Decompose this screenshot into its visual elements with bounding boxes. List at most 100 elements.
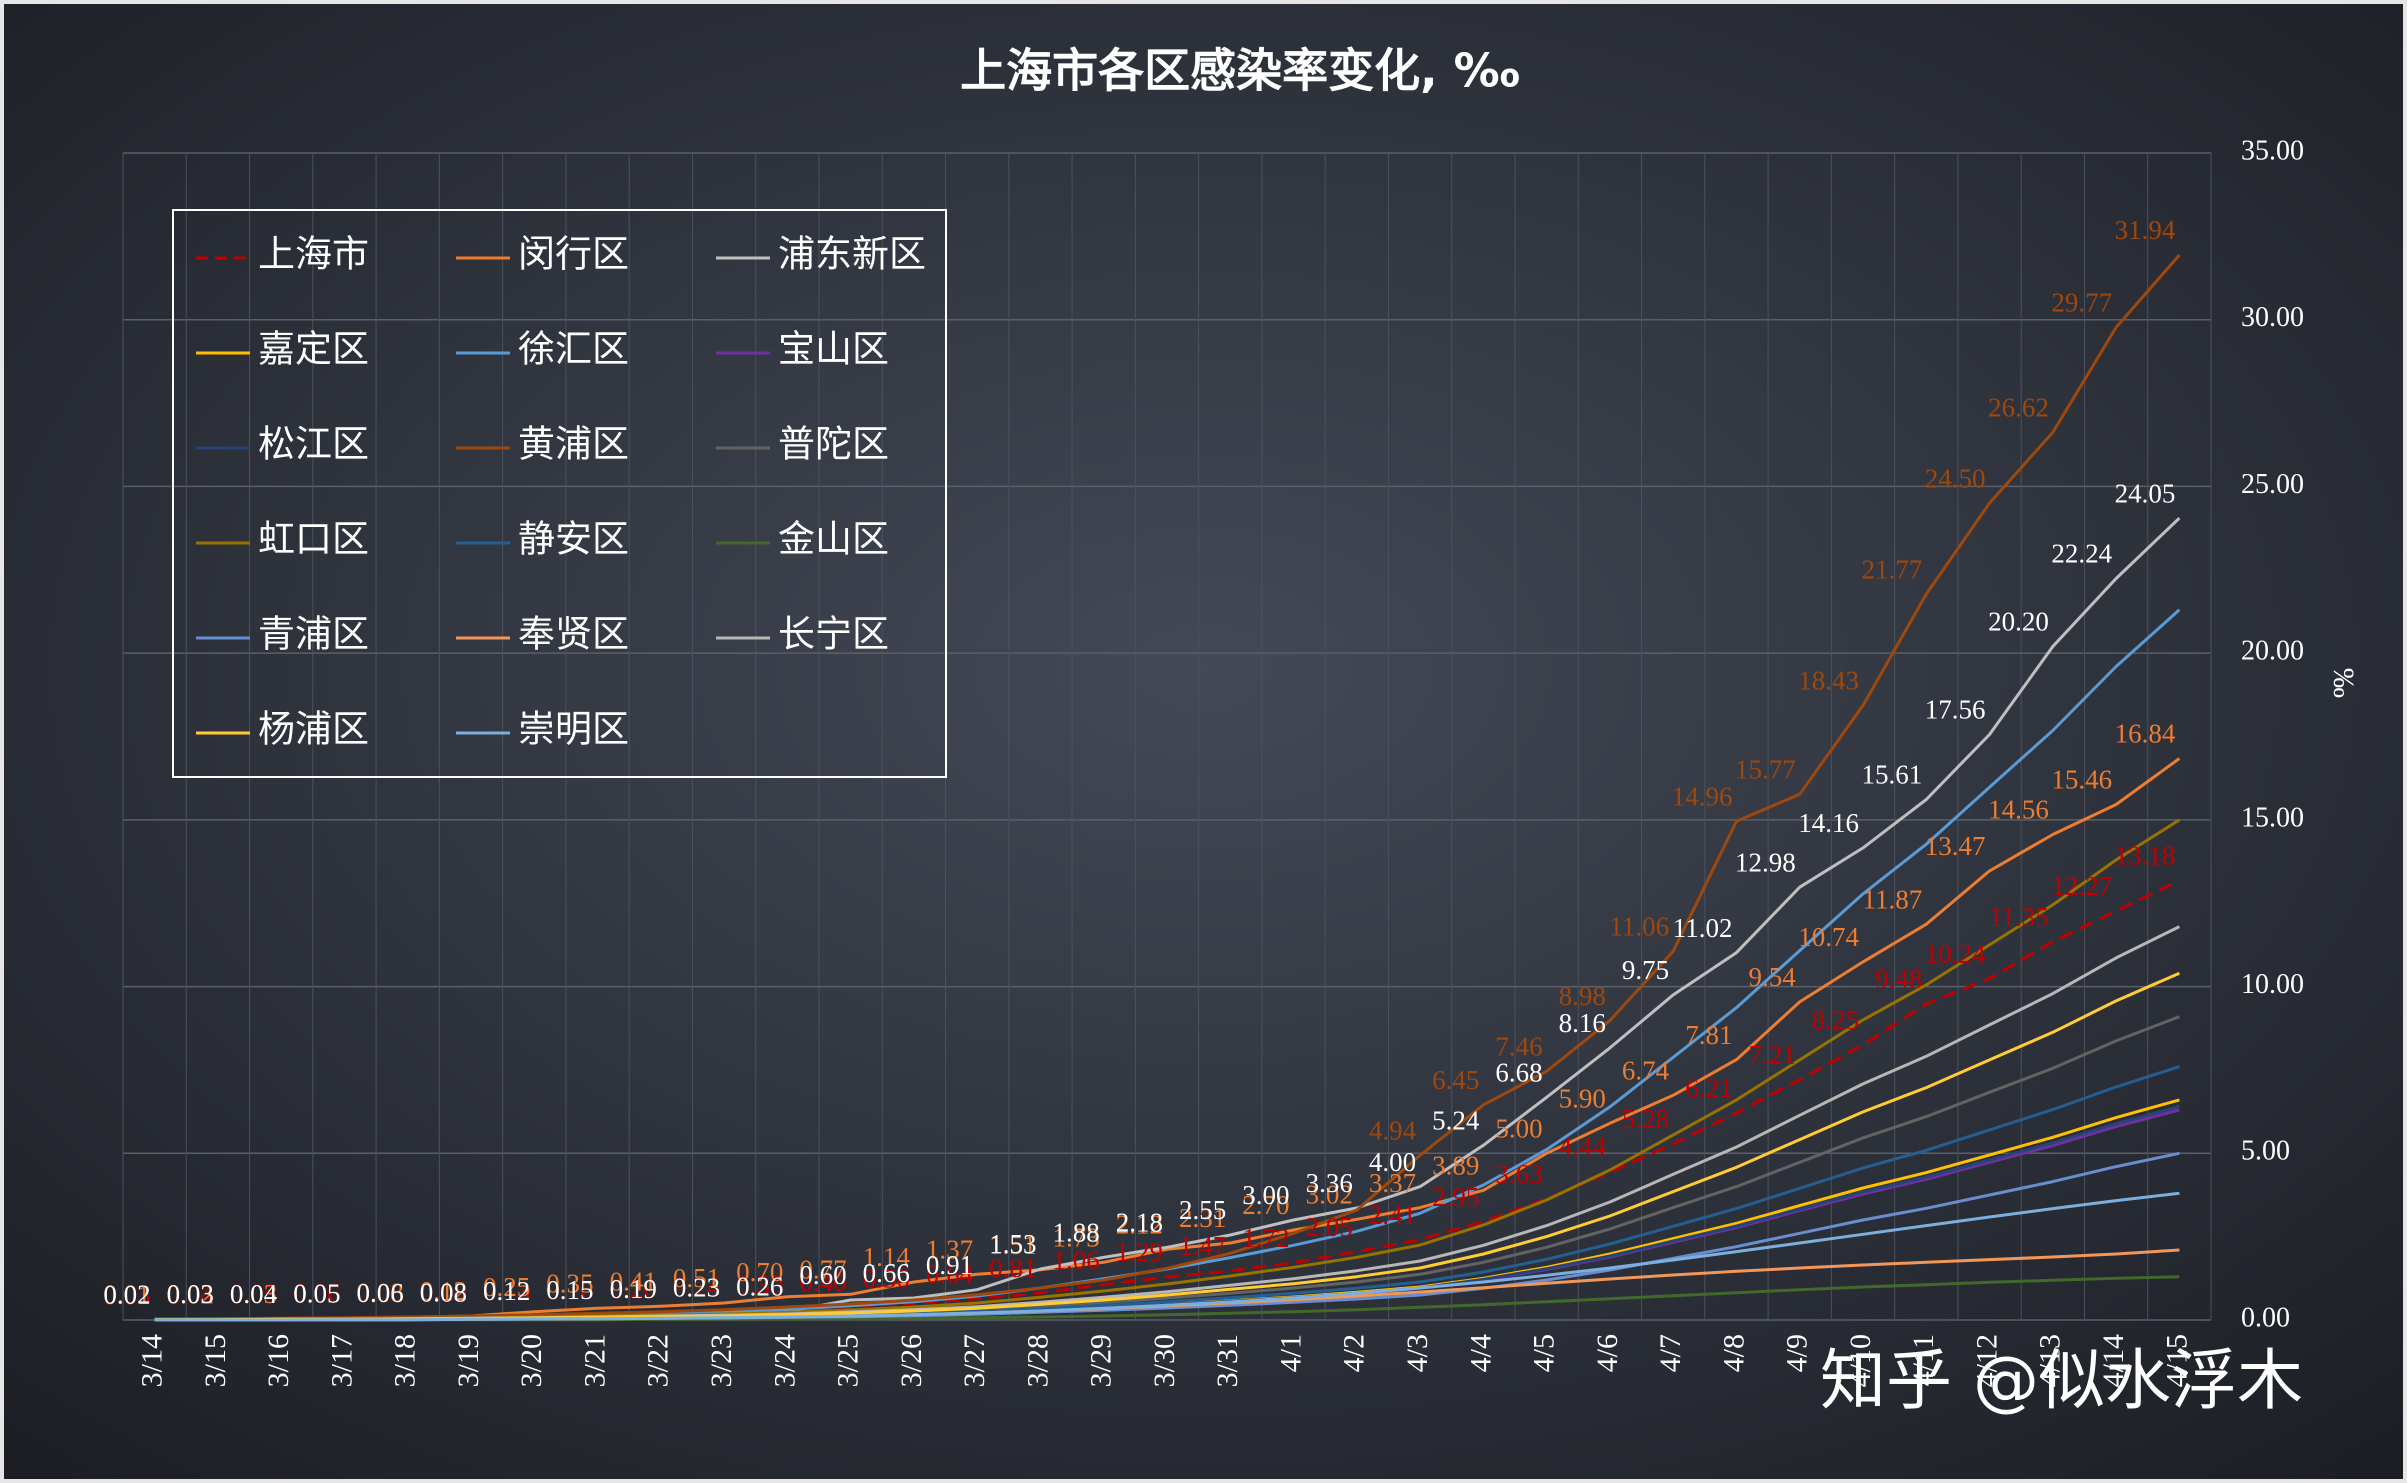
data-label: 0.60 bbox=[799, 1260, 846, 1290]
y-tick-label: 20.00 bbox=[2241, 636, 2304, 667]
data-label: 22.24 bbox=[2051, 539, 2112, 569]
x-tick-label: 3/16 bbox=[262, 1334, 295, 1387]
watermark: 知乎 @似水浮木 bbox=[1820, 1342, 2303, 1419]
legend-label: 宝山区 bbox=[778, 328, 889, 370]
data-label: 2.70 bbox=[1242, 1190, 1289, 1220]
x-tick-label: 4/4 bbox=[1464, 1334, 1497, 1372]
y-tick-label: 25.00 bbox=[2241, 469, 2304, 500]
data-label: 0.06 bbox=[356, 1278, 403, 1308]
data-label: 5.90 bbox=[1559, 1083, 1606, 1113]
legend-label: 浦东新区 bbox=[778, 233, 926, 275]
y-tick-label: 15.00 bbox=[2241, 802, 2304, 833]
legend-label: 上海市 bbox=[258, 233, 369, 275]
data-label: 0.01 bbox=[103, 1280, 150, 1310]
data-label: 1.47 bbox=[1179, 1231, 1226, 1261]
data-label: 4.00 bbox=[1369, 1147, 1416, 1177]
y-tick-label: 30.00 bbox=[2241, 302, 2304, 333]
data-label: 6.45 bbox=[1432, 1065, 1479, 1095]
data-label: 3.63 bbox=[1495, 1159, 1542, 1189]
data-label: 1.14 bbox=[863, 1242, 911, 1272]
x-tick-label: 4/2 bbox=[1338, 1334, 1371, 1372]
x-tick-label: 4/15 bbox=[2160, 1334, 2193, 1387]
data-label: 0.12 bbox=[420, 1276, 467, 1306]
data-label: 8.98 bbox=[1559, 981, 1606, 1011]
data-label: 0.41 bbox=[610, 1267, 657, 1297]
x-tick-label: 3/25 bbox=[832, 1334, 865, 1387]
data-label: 5.00 bbox=[1495, 1113, 1542, 1143]
data-label: 0.40 bbox=[799, 1267, 846, 1297]
data-label: 31.94 bbox=[2115, 215, 2176, 245]
x-tick-label: 3/19 bbox=[452, 1334, 485, 1387]
data-label: 2.12 bbox=[1116, 1210, 1163, 1240]
data-label: 4.94 bbox=[1369, 1115, 1417, 1145]
data-label: 7.81 bbox=[1685, 1020, 1732, 1050]
data-label: 0.10 bbox=[420, 1277, 467, 1307]
data-label: 0.06 bbox=[293, 1278, 340, 1308]
legend-label: 崇明区 bbox=[518, 709, 629, 750]
data-label: 11.02 bbox=[1673, 913, 1733, 943]
data-label: 7.21 bbox=[1748, 1040, 1795, 1070]
data-label: 3.36 bbox=[1306, 1168, 1353, 1198]
data-label: 3.02 bbox=[1306, 1180, 1353, 1210]
data-label: 1.88 bbox=[1052, 1218, 1099, 1248]
data-label: 13.18 bbox=[2115, 841, 2176, 871]
data-label: 0.20 bbox=[610, 1274, 657, 1304]
legend-label: 奉贤区 bbox=[518, 613, 629, 655]
data-label: 13.47 bbox=[1925, 831, 1986, 861]
x-tick-label: 3/15 bbox=[199, 1334, 232, 1387]
data-label: 4.44 bbox=[1559, 1132, 1607, 1162]
x-tick-label: 3/22 bbox=[642, 1334, 675, 1387]
y-tick-label: 5.00 bbox=[2241, 1136, 2290, 1167]
data-label: 9.75 bbox=[1622, 955, 1669, 985]
x-tick-label: 3/21 bbox=[578, 1334, 611, 1387]
x-tick-label: 3/17 bbox=[325, 1334, 358, 1387]
data-label: 2.55 bbox=[1179, 1195, 1226, 1225]
x-tick-label: 3/29 bbox=[1085, 1334, 1118, 1387]
data-label: 0.04 bbox=[167, 1279, 215, 1309]
x-tick-label: 4/13 bbox=[2034, 1334, 2067, 1387]
data-label: 18.43 bbox=[1798, 666, 1859, 696]
data-label: 15.46 bbox=[2051, 765, 2112, 795]
data-label: 2.18 bbox=[1116, 1208, 1163, 1238]
legend-label: 黄浦区 bbox=[518, 423, 629, 465]
data-label: 0.81 bbox=[989, 1253, 1036, 1283]
data-label: 21.77 bbox=[1862, 554, 1923, 584]
y-axis-label: ‰ bbox=[2327, 668, 2360, 698]
data-label: 0.51 bbox=[673, 1263, 720, 1293]
x-tick-label: 4/11 bbox=[1907, 1334, 1940, 1386]
data-label: 20.20 bbox=[1988, 607, 2049, 637]
x-tick-label: 4/9 bbox=[1781, 1334, 1814, 1372]
data-label: 11.87 bbox=[1863, 884, 1923, 914]
x-tick-label: 3/20 bbox=[515, 1334, 548, 1387]
data-label: 9.48 bbox=[1875, 964, 1922, 994]
data-label: 0.23 bbox=[673, 1273, 720, 1303]
data-label: 5.24 bbox=[1432, 1105, 1480, 1135]
data-label: 12.27 bbox=[2051, 871, 2112, 901]
y-tick-label: 0.00 bbox=[2241, 1302, 2290, 1333]
data-label: 6.74 bbox=[1622, 1055, 1670, 1085]
data-label: 29.77 bbox=[2051, 288, 2112, 318]
data-label: 0.24 bbox=[673, 1272, 721, 1302]
data-label: 1.29 bbox=[1116, 1237, 1163, 1267]
data-label: 7.46 bbox=[1495, 1031, 1542, 1061]
x-tick-label: 4/7 bbox=[1654, 1334, 1687, 1372]
x-tick-label: 4/10 bbox=[1844, 1334, 1877, 1387]
x-tick-label: 3/26 bbox=[895, 1334, 928, 1387]
data-label: 2.95 bbox=[1432, 1182, 1479, 1212]
x-tick-label: 3/27 bbox=[958, 1334, 991, 1387]
legend-label: 普陀区 bbox=[778, 423, 889, 465]
data-label: 0.50 bbox=[863, 1264, 910, 1294]
x-tick-label: 3/14 bbox=[136, 1334, 169, 1387]
data-label: 15.61 bbox=[1862, 760, 1923, 790]
data-label: 0.12 bbox=[483, 1276, 530, 1306]
x-tick-label: 4/6 bbox=[1591, 1334, 1624, 1372]
data-label: 1.72 bbox=[1242, 1223, 1289, 1253]
y-tick-label: 10.00 bbox=[2241, 969, 2304, 1000]
data-label: 1.51 bbox=[989, 1230, 1036, 1260]
series-line bbox=[154, 254, 2181, 1321]
data-label: 14.16 bbox=[1798, 808, 1859, 838]
data-label: 0.70 bbox=[736, 1257, 783, 1287]
legend-label: 长宁区 bbox=[778, 613, 889, 655]
x-tick-label: 3/18 bbox=[389, 1334, 422, 1387]
